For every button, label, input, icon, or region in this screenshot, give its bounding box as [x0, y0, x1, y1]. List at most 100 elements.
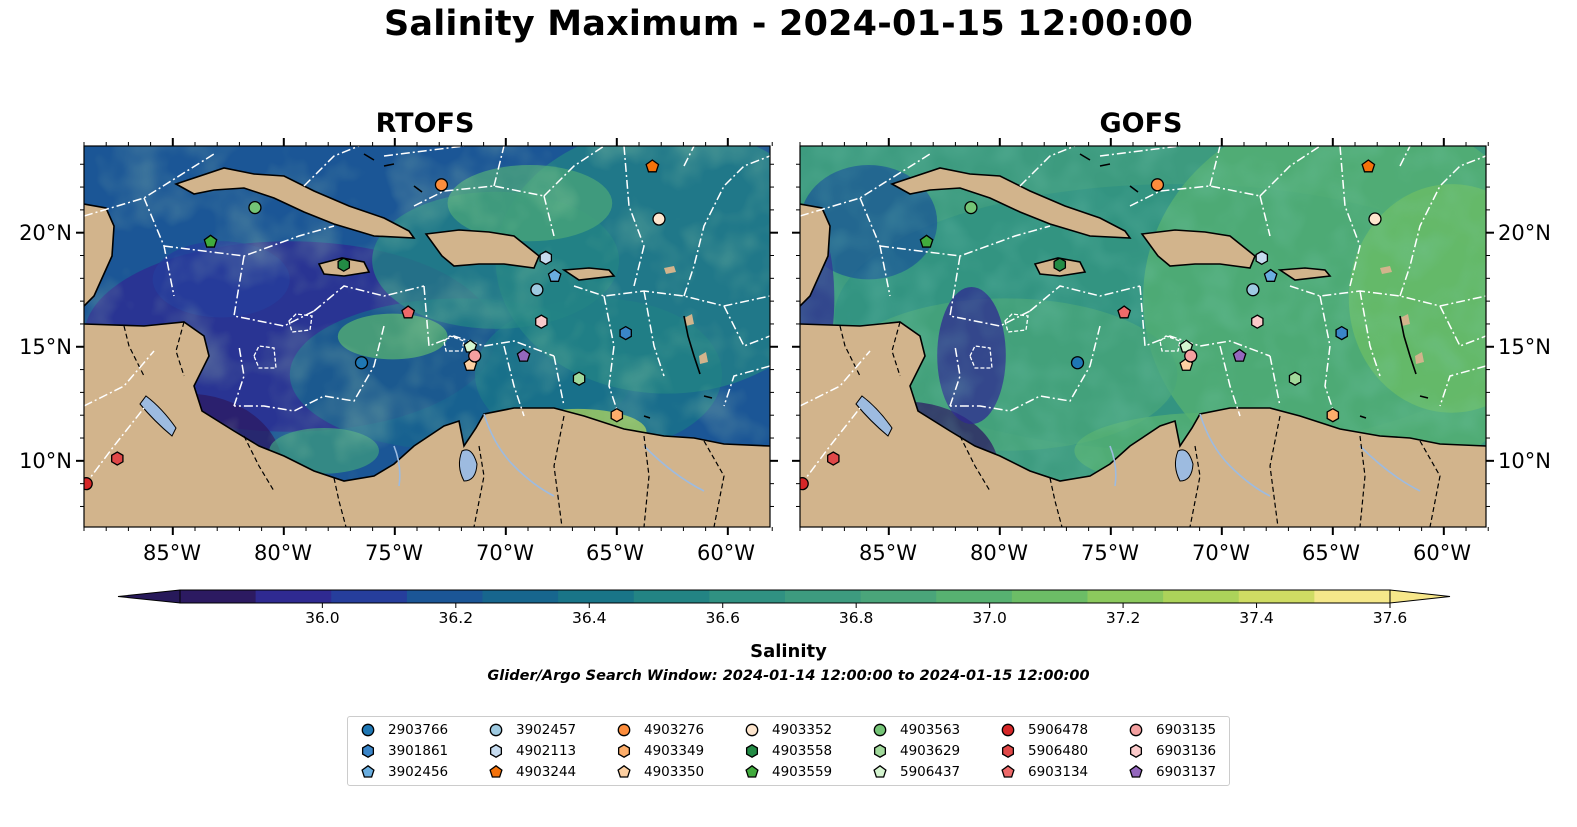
- hexagon-marker-icon: [1129, 744, 1143, 758]
- gofs-lon-label-75w: 75°W: [1081, 541, 1139, 565]
- pentagon-marker-icon: [1001, 764, 1015, 778]
- legend-marker-3902457: [489, 723, 503, 737]
- float-marker-5906480: [111, 451, 124, 466]
- colorbar-under-arrow: [117, 589, 181, 604]
- circle-marker-icon: [361, 723, 375, 737]
- colorbar-tick-label: 37.0: [972, 609, 1007, 627]
- rtofs-panel-title: RTOFS: [375, 108, 475, 139]
- colorbar-tick-label: 36.0: [305, 609, 340, 627]
- legend-item-5906480: 5906480: [1000, 741, 1088, 761]
- colorbar-frame: [179, 589, 1391, 604]
- legend-marker-3902456: [361, 764, 375, 778]
- float-marker-6903136: [535, 314, 548, 329]
- legend-label: 4903563: [900, 722, 961, 738]
- float-marker-6903137: [1232, 348, 1247, 362]
- float-marker-4903629: [572, 371, 586, 386]
- rtofs-map-panel: [76, 138, 778, 535]
- colorbar-segment: [860, 590, 937, 603]
- legend-item-6903137: 6903137: [1128, 762, 1216, 782]
- legend-marker-4903276: [617, 723, 631, 737]
- float-marker-4903276: [434, 178, 449, 192]
- pentagon-marker-icon: [1129, 764, 1143, 778]
- colorbar-tick-label: 37.6: [1373, 609, 1408, 627]
- hexagon-marker-icon: [489, 744, 503, 758]
- rtofs-lat-label-10n: 10°N: [19, 449, 72, 473]
- legend-marker-4903629: [873, 744, 887, 758]
- colorbar-tick-label: 36.4: [572, 609, 607, 627]
- hexagon-marker-icon: [617, 744, 631, 758]
- legend-label: 4903558: [772, 743, 833, 759]
- colorbar-segment: [785, 590, 862, 603]
- float-marker-4903349: [1326, 407, 1340, 423]
- legend-item-6903135: 6903135: [1128, 720, 1216, 740]
- legend-marker-4903352: [745, 723, 759, 737]
- float-marker-3901861: [619, 325, 632, 341]
- gofs-frame: [799, 145, 1487, 528]
- gofs-ticks: [792, 138, 1494, 535]
- legend-marker-3901861: [361, 744, 375, 758]
- legend-marker-4903559: [745, 764, 759, 778]
- float-marker-3902456: [547, 268, 562, 282]
- legend-marker-4902113: [489, 744, 503, 758]
- float-marker-4903558: [337, 257, 351, 272]
- float-marker-4903276: [1150, 178, 1165, 192]
- colorbar-tick-label: 37.4: [1239, 609, 1274, 627]
- legend-label: 4903629: [900, 743, 961, 759]
- circle-marker-icon: [873, 723, 887, 737]
- rtofs-lon-label-60w: 60°W: [697, 541, 755, 565]
- legend-item-4903563: 4903563: [872, 720, 960, 740]
- colorbar-segment: [406, 590, 483, 603]
- colorbar-label: Salinity: [750, 641, 827, 662]
- legend-label: 4903559: [772, 764, 833, 780]
- colorbar-tick-label: 37.2: [1106, 609, 1141, 627]
- legend-item-3901861: 3901861: [360, 741, 448, 761]
- float-marker-6903135: [1184, 349, 1198, 363]
- float-marker-4903352: [652, 212, 666, 226]
- search-window-caption: Glider/Argo Search Window: 2024-01-14 12…: [487, 668, 1090, 684]
- float-marker-2903766: [1070, 356, 1085, 370]
- axis-labels: 85°W 80°W 75°W 70°W 65°W 60°W 85°W 80°W …: [19, 221, 1551, 565]
- legend-item-4903352: 4903352: [744, 720, 832, 740]
- float-marker-4903563: [964, 200, 978, 215]
- rtofs-lon-label-70w: 70°W: [476, 541, 534, 565]
- float-marker-3902457: [530, 283, 544, 297]
- legend-item-4902113: 4902113: [488, 741, 576, 761]
- legend-label: 4903244: [516, 764, 577, 780]
- gofs-lat-label-15n: 15°N: [1498, 335, 1551, 359]
- legend-marker-4903350: [617, 764, 631, 778]
- float-marker-4903563: [248, 200, 262, 215]
- colorbar-segment: [180, 590, 257, 603]
- float-marker-4903629: [1288, 371, 1302, 386]
- pentagon-marker-icon: [361, 764, 375, 778]
- legend-item-4903349: 4903349: [616, 741, 704, 761]
- legend-label: 6903136: [1156, 743, 1217, 759]
- pentagon-marker-icon: [745, 764, 759, 778]
- gofs-lon-label-65w: 65°W: [1302, 541, 1360, 565]
- legend-label: 4902113: [516, 743, 577, 759]
- circle-marker-icon: [1001, 723, 1015, 737]
- circle-marker-icon: [489, 723, 503, 737]
- float-marker-6903134: [1117, 305, 1132, 319]
- legend-marker-4903244: [489, 764, 503, 778]
- circle-marker-icon: [745, 723, 759, 737]
- colorbar: 36.0 36.2 36.4 36.6 36.8 37.0 37.2 37.4 37.6: [117, 589, 1451, 627]
- hexagon-marker-icon: [745, 744, 759, 758]
- float-marker-4903558: [1053, 257, 1067, 272]
- legend-marker-4903558: [745, 744, 759, 758]
- gofs-lon-label-60w: 60°W: [1413, 541, 1471, 565]
- legend-marker-4903563: [873, 723, 887, 737]
- float-marker-6903135: [468, 349, 482, 363]
- float-marker-4903559: [203, 234, 218, 248]
- pentagon-marker-icon: [873, 764, 887, 778]
- colorbar-tick-label: 36.6: [705, 609, 740, 627]
- rtofs-float-markers: [84, 159, 666, 491]
- legend-label: 4903349: [644, 743, 705, 759]
- colorbar-segments: [117, 589, 1451, 604]
- float-marker-3902456: [1263, 268, 1278, 282]
- colorbar-segment: [558, 590, 635, 603]
- colorbar-tick-label: 36.2: [439, 609, 474, 627]
- legend-item-4903558: 4903558: [744, 741, 832, 761]
- legend-item-4903244: 4903244: [488, 762, 576, 782]
- legend-label: 5906478: [1028, 722, 1089, 738]
- legend-label: 3901861: [388, 743, 449, 759]
